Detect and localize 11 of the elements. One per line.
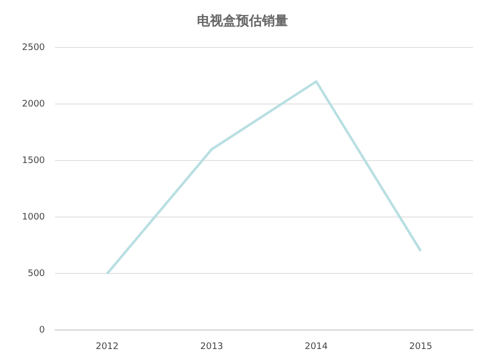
x-tick-label: 2012 <box>96 342 119 352</box>
y-tick-label: 2500 <box>22 42 46 53</box>
x-tick-label: 2013 <box>200 342 224 352</box>
y-tick-label: 1000 <box>22 212 46 223</box>
y-tick-label: 0 <box>39 326 46 336</box>
x-tick-label: 2014 <box>304 342 328 352</box>
y-tick-label: 2000 <box>22 99 46 110</box>
y-tick-label: 500 <box>28 269 46 280</box>
chart-title: 电视盒预估销量 <box>197 13 288 30</box>
y-tick-label: 1500 <box>22 156 46 166</box>
x-tick-label: 2015 <box>409 342 432 352</box>
